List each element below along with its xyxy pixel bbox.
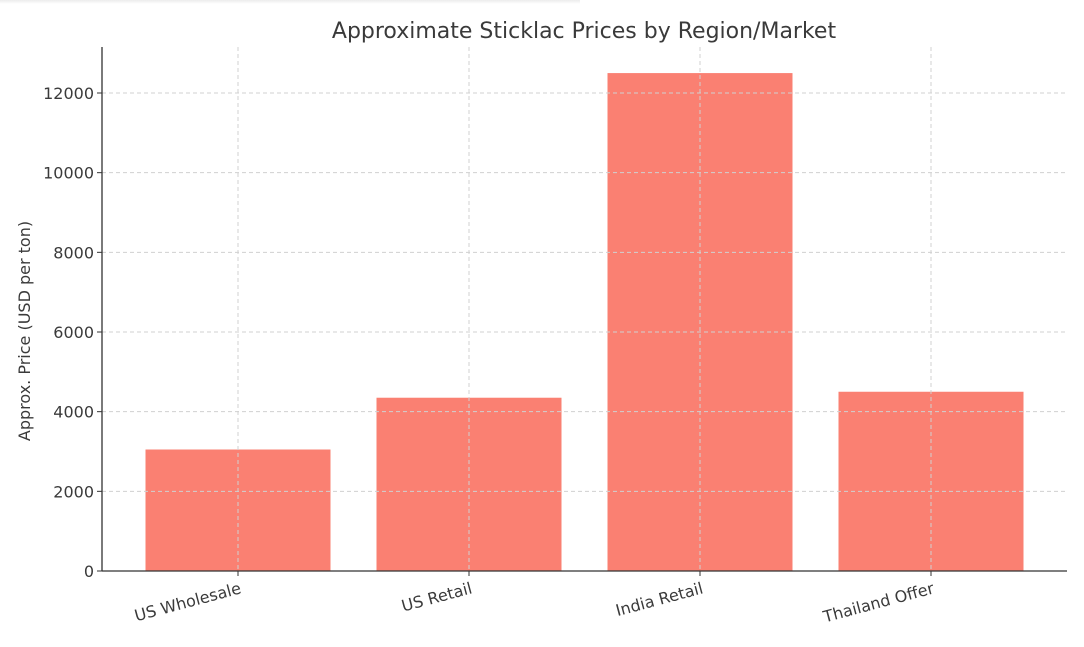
x-tick-label: US Wholesale [132, 579, 243, 626]
y-tick-label: 8000 [53, 243, 94, 262]
top-shadow [0, 0, 580, 4]
y-tick-label: 6000 [53, 323, 94, 342]
y-tick-label: 2000 [53, 482, 94, 501]
bars [145, 73, 1024, 571]
y-tick-label: 0 [84, 562, 94, 581]
x-tick-label: India Retail [614, 579, 705, 621]
chart-title: Approximate Sticklac Prices by Region/Ma… [332, 19, 837, 44]
y-tick-label: 4000 [53, 403, 94, 422]
x-tick-label: US Retail [399, 579, 474, 616]
gridlines-overlay [102, 47, 1067, 571]
y-tick-label: 10000 [43, 164, 94, 183]
x-tick-label: Thailand Offer [820, 578, 936, 626]
y-tick-label: 12000 [43, 84, 94, 103]
y-axis-label: Approx. Price (USD per ton) [15, 221, 34, 441]
